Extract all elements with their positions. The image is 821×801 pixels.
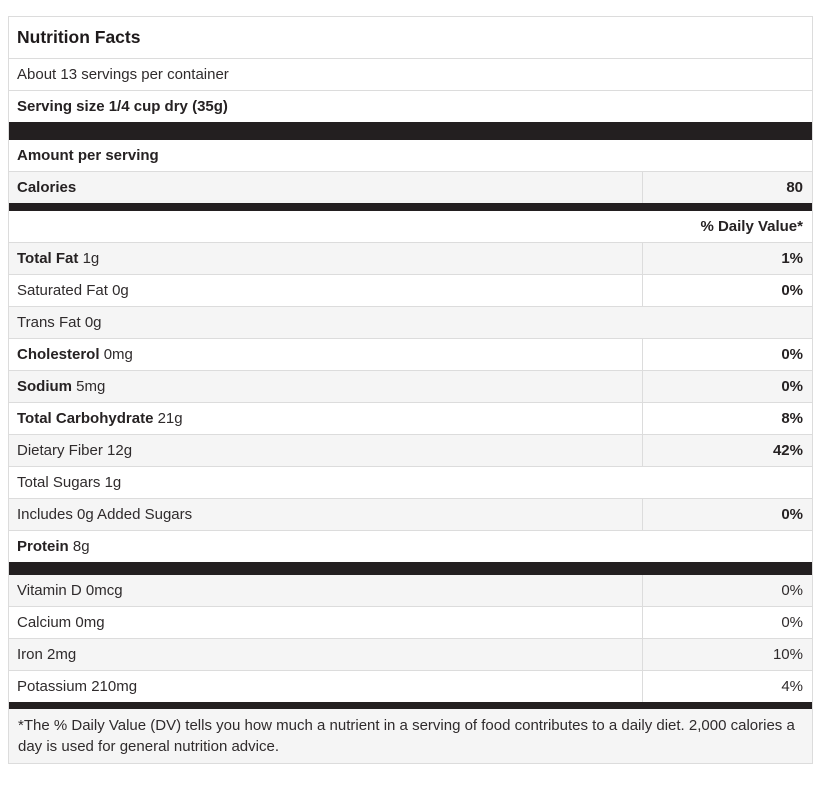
nutrient-row-total-carbohydrate: Total Carbohydrate 21g 8% [9,402,812,434]
nutrient-row-trans-fat: Trans Fat 0g [9,306,812,338]
nutrient-row-total-fat: Total Fat 1g 1% [9,242,812,274]
nutrient-row-potassium: Potassium 210mg 4% [9,670,812,702]
nutrient-dv-cell: 10% [642,639,812,670]
nutrient-amount: 21g [157,410,183,427]
title-row: Nutrition Facts [9,17,812,58]
daily-value: 8% [781,410,803,427]
servings-per-container-row: About 13 servings per container [9,58,812,90]
nutrient-name: Trans Fat [17,314,81,331]
nutrient-name: Dietary Fiber [17,442,103,459]
nutrient-dv-cell: 42% [642,435,812,466]
daily-value: 0% [781,614,803,631]
nutrient-row-sodium: Sodium 5mg 0% [9,370,812,402]
medium-divider-bar [9,203,812,211]
amount-per-serving-label: Amount per serving [17,147,159,164]
nutrient-amount: 5mg [76,378,106,395]
nutrient-name-cell: Saturated Fat 0g [9,275,642,306]
label-title: Nutrition Facts [17,27,141,47]
nutrient-row-dietary-fiber: Dietary Fiber 12g 42% [9,434,812,466]
nutrient-row-total-sugars: Total Sugars 1g [9,466,812,498]
daily-value-header: % Daily Value* [700,218,803,235]
nutrient-name: Total Sugars [17,474,101,491]
nutrition-facts-label: Nutrition Facts About 13 servings per co… [8,16,813,764]
nutrient-name-cell: Calcium 0mg [9,607,642,638]
nutrient-row-vitamin-d: Vitamin D 0mcg 0% [9,575,812,606]
calories-value: 80 [786,179,803,196]
nutrient-amount: 2mg [47,646,77,663]
nutrient-amount: 0g [84,314,102,331]
nutrient-row-cholesterol: Cholesterol 0mg 0% [9,338,812,370]
nutrient-name: Potassium [17,678,88,695]
servings-per-container: About 13 servings per container [17,66,229,83]
nutrient-name-cell: Iron 2mg [9,639,642,670]
serving-size: Serving size 1/4 cup dry (35g) [17,98,228,115]
calories-value-cell: 80 [642,172,812,203]
calories-label: Calories [17,179,77,196]
nutrient-amount: 0mg [75,614,105,631]
calories-row: Calories 80 [9,171,812,203]
daily-value: 0% [781,506,803,523]
nutrient-name-cell: Sodium 5mg [9,371,642,402]
nutrient-amount: 12g [107,442,133,459]
nutrient-dv-cell: 0% [642,499,812,530]
nutrient-name-cell: Includes 0g Added Sugars [9,499,642,530]
nutrient-name: Iron [17,646,43,663]
nutrient-name: Saturated Fat [17,282,108,299]
nutrient-row-saturated-fat: Saturated Fat 0g 0% [9,274,812,306]
nutrient-dv-cell: 1% [642,243,812,274]
nutrient-name: Vitamin D [17,582,82,599]
nutrient-name-cell: Cholesterol 0mg [9,339,642,370]
nutrient-amount: 0mg [103,346,133,363]
daily-value-header-row: % Daily Value* [9,211,812,242]
nutrient-amount: 8g [72,538,90,555]
thin-divider-bar [9,702,812,709]
amount-per-serving-row: Amount per serving [9,140,812,171]
nutrient-name-cell: Total Fat 1g [9,243,642,274]
thick-divider-bar [9,122,812,140]
nutrient-name-cell: Trans Fat 0g [9,307,812,338]
nutrient-name-cell: Potassium 210mg [9,671,642,702]
nutrient-amount: 0g [112,282,129,299]
nutrient-amount: 1g [82,250,100,267]
nutrient-name-cell: Vitamin D 0mcg [9,575,642,606]
nutrient-name: Protein [17,538,69,555]
daily-value: 0% [781,282,803,299]
nutrient-amount: 1g [104,474,122,491]
nutrient-name: Total Fat [17,250,79,267]
nutrient-dv-cell: 0% [642,339,812,370]
daily-value: 1% [781,250,803,267]
serving-size-row: Serving size 1/4 cup dry (35g) [9,90,812,122]
nutrient-dv-cell: 0% [642,607,812,638]
nutrient-name: Total Carbohydrate [17,410,154,427]
nutrient-row-protein: Protein 8g [9,530,812,562]
nutrient-amount: 210mg [91,678,138,695]
nutrient-dv-cell: 8% [642,403,812,434]
nutrient-row-iron: Iron 2mg 10% [9,638,812,670]
daily-value: 10% [772,646,803,663]
footnote-text: *The % Daily Value (DV) tells you how mu… [18,717,795,755]
daily-value: 4% [781,678,803,695]
nutrient-name: Calcium [17,614,72,631]
nutrient-name-cell: Total Carbohydrate 21g [9,403,642,434]
nutrient-name: Includes 0g Added Sugars [17,506,193,523]
nutrient-name-cell: Dietary Fiber 12g [9,435,642,466]
thick-divider-bar [9,562,812,575]
nutrient-dv-cell: 0% [642,575,812,606]
calories-name-cell: Calories [9,172,642,203]
nutrient-amount: 0mcg [85,582,123,599]
nutrient-name-cell: Total Sugars 1g [9,467,812,498]
nutrient-name: Cholesterol [17,346,100,363]
nutrient-row-added-sugars: Includes 0g Added Sugars 0% [9,498,812,530]
nutrient-dv-cell: 0% [642,275,812,306]
nutrient-dv-cell: 4% [642,671,812,702]
nutrient-name: Sodium [17,378,72,395]
daily-value: 42% [772,442,803,459]
nutrient-dv-cell: 0% [642,371,812,402]
footnote-row: *The % Daily Value (DV) tells you how mu… [9,709,812,763]
daily-value: 0% [781,346,803,363]
daily-value: 0% [781,378,803,395]
nutrient-row-calcium: Calcium 0mg 0% [9,606,812,638]
nutrient-name-cell: Protein 8g [9,531,812,562]
daily-value: 0% [781,582,803,599]
